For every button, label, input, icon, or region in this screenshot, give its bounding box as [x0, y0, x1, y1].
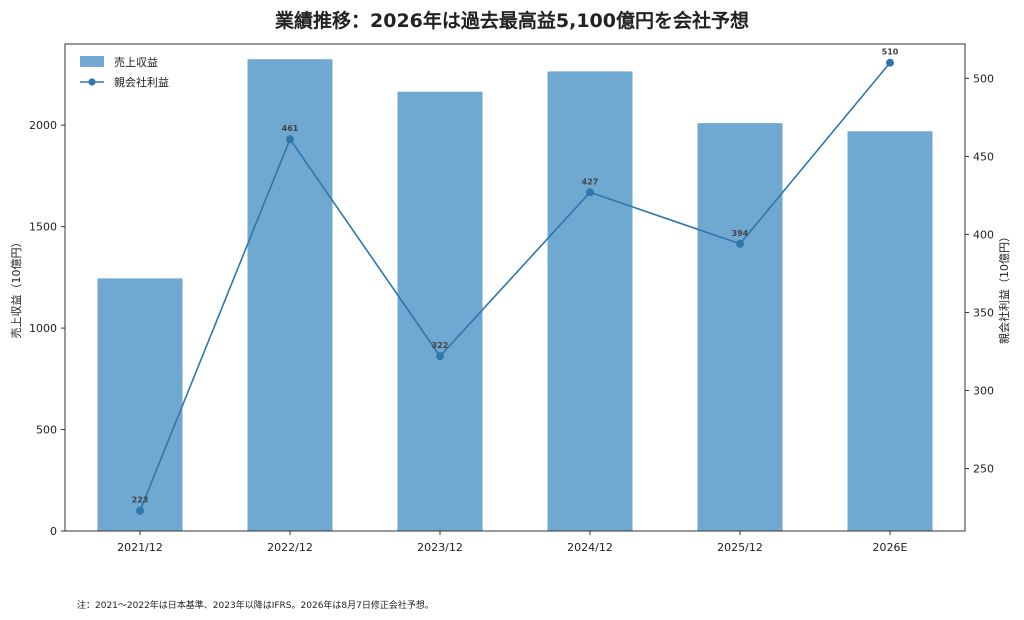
y-left-tick-label: 2000: [29, 119, 57, 132]
profit-data-label: 427: [582, 177, 599, 186]
y-right-tick-label: 500: [973, 72, 994, 85]
legend: 売上収益 親会社利益: [80, 55, 169, 89]
x-tick-label: 2024/12: [567, 541, 613, 554]
profit-point-2021-12: [136, 506, 144, 515]
y-left-tick-label: 0: [50, 525, 57, 538]
legend-label-revenue: 売上収益: [114, 55, 158, 69]
profit-data-label: 394: [732, 229, 749, 238]
chart-title: 業績推移：2026年は過去最高益5,100億円を会社予想: [275, 10, 749, 32]
bar-2025-12: [697, 123, 783, 531]
legend-marker-profit: [88, 78, 96, 86]
legend-swatch-revenue: [80, 56, 104, 67]
profit-point-2026E: [886, 58, 894, 67]
plot-frame: [64, 43, 966, 532]
bar-2026E: [847, 131, 933, 532]
y-right-axis-title: 親会社利益（10億円）: [997, 231, 1011, 344]
profit-data-label: 461: [282, 124, 299, 133]
chart: 0 500 1000 1500 2000 250 300 350 400 450 500 2021/1…: [9, 43, 1011, 554]
legend-label-profit: 親会社利益: [114, 75, 169, 89]
x-tick-label: 2022/12: [267, 541, 313, 554]
y-left-tick-label: 1000: [29, 322, 57, 335]
x-tick-label: 2021/12: [117, 541, 163, 554]
y-right-tick-label: 250: [973, 463, 994, 476]
y-left-tick-label: 500: [36, 424, 57, 437]
x-tick-label: 2025/12: [717, 541, 763, 554]
footnote: 注：2021〜2022年は日本基準、2023年以降はIFRS。2026年は8月7…: [77, 601, 434, 611]
y-left-tick-label: 1500: [29, 221, 57, 234]
profit-point-2025-12: [736, 239, 744, 248]
x-tick-label: 2023/12: [417, 541, 463, 554]
bar-2024-12: [547, 71, 633, 532]
profit-point-2023-12: [436, 352, 444, 361]
profit-point-2022-12: [286, 135, 294, 144]
y-left-axis-title: 売上収益（10億円）: [9, 237, 23, 339]
y-right-tick-label: 450: [973, 150, 994, 163]
bar-2021-12: [97, 278, 183, 531]
y-right-tick-label: 400: [973, 228, 994, 241]
y-right-tick-label: 350: [973, 306, 994, 319]
bar-2023-12: [397, 91, 483, 531]
profit-data-label: 223: [132, 496, 149, 505]
profit-data-label: 510: [882, 48, 899, 57]
profit-point-2024-12: [586, 188, 594, 197]
profit-line: [139, 62, 891, 512]
x-tick-label: 2026E: [873, 541, 908, 554]
profit-data-label: 322: [432, 341, 449, 350]
y-right-tick-label: 300: [973, 385, 994, 398]
